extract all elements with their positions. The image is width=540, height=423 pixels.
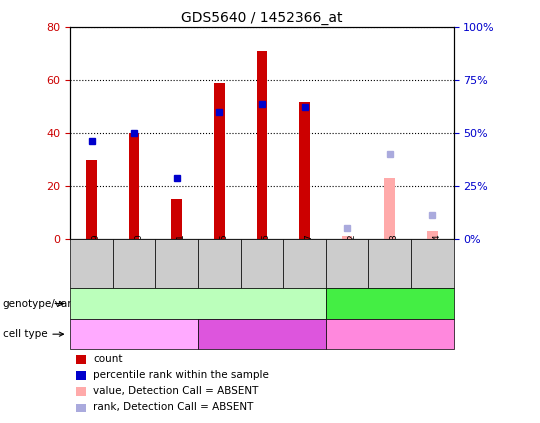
- Text: count: count: [93, 354, 123, 364]
- Text: GSM1359550: GSM1359550: [134, 233, 143, 294]
- Text: GSM1359553: GSM1359553: [390, 233, 399, 294]
- Bar: [171, 199, 182, 239]
- Text: GSM1359552: GSM1359552: [347, 233, 356, 294]
- Text: GSM1359551: GSM1359551: [177, 233, 186, 294]
- Bar: [86, 160, 97, 239]
- Text: percentile rank within the sample: percentile rank within the sample: [93, 370, 269, 380]
- Bar: [342, 236, 353, 239]
- Text: leukemic B-cell: leukemic B-cell: [350, 329, 429, 339]
- Bar: [384, 178, 395, 239]
- Text: GSM1359556: GSM1359556: [262, 233, 271, 294]
- Text: genotype/variation: genotype/variation: [3, 299, 102, 308]
- Bar: [256, 51, 267, 239]
- Text: GSM1359557: GSM1359557: [305, 233, 314, 294]
- Title: GDS5640 / 1452366_at: GDS5640 / 1452366_at: [181, 11, 343, 25]
- Bar: [299, 102, 310, 239]
- Text: GSM1359554: GSM1359554: [433, 233, 441, 294]
- Text: wild type: wild type: [174, 299, 222, 308]
- Text: pre-B cell: pre-B cell: [110, 329, 159, 339]
- Text: rank, Detection Call = ABSENT: rank, Detection Call = ABSENT: [93, 402, 253, 412]
- Text: value, Detection Call = ABSENT: value, Detection Call = ABSENT: [93, 386, 258, 396]
- Text: GSM1359555: GSM1359555: [219, 233, 228, 294]
- Bar: [129, 133, 139, 239]
- Text: GSM1359549: GSM1359549: [91, 233, 100, 294]
- Bar: [214, 83, 225, 239]
- Text: p53/Prkdc
double-knockout: p53/Prkdc double-knockout: [346, 293, 433, 314]
- Text: pro-B cell: pro-B cell: [237, 329, 287, 339]
- Text: cell type: cell type: [3, 329, 64, 339]
- Bar: [427, 231, 437, 239]
